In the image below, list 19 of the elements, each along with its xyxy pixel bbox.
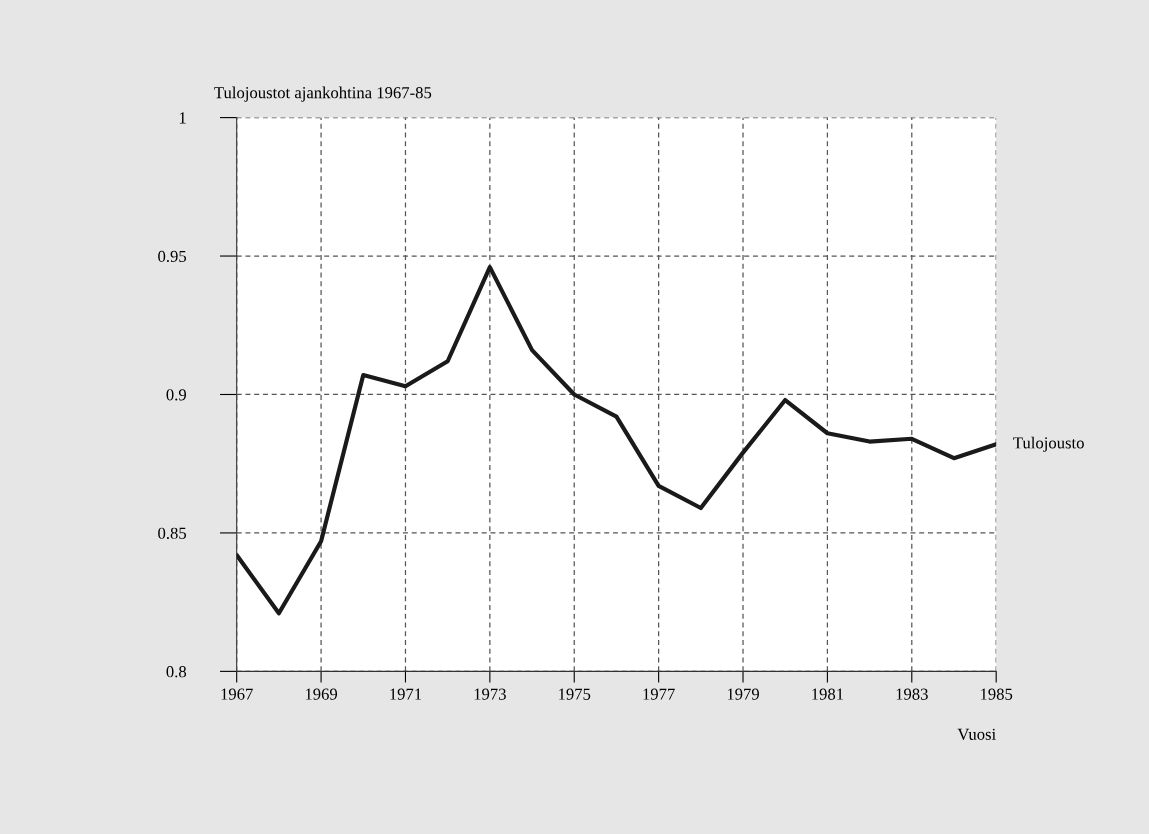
x-tick-label: 1967 [221, 688, 253, 700]
y-tick-label: 0.95 [158, 250, 187, 263]
x-tick-label: 1985 [980, 688, 1013, 700]
y-tick-label: 0.8 [166, 666, 187, 678]
x-tick-label: 1975 [559, 688, 591, 700]
x-tick-label: 1973 [474, 688, 506, 700]
x-tick-label: 1969 [305, 688, 338, 700]
x-tick-label: 1971 [390, 688, 422, 700]
x-tick-label: 1983 [896, 688, 928, 700]
y-tick-label: 0.85 [158, 527, 187, 539]
x-axis-title: Vuosi [957, 728, 996, 740]
y-tick-label: 0.9 [166, 389, 187, 401]
chart-title: Tulojoustot ajankohtina 1967-85 [214, 86, 432, 102]
x-tick-label: 1981 [812, 688, 844, 700]
x-tick-label: 1977 [643, 688, 675, 700]
x-tick-label: 1979 [727, 688, 759, 700]
line-series [236, 265, 997, 616]
y-tick-label: 1 [179, 112, 186, 124]
series-label: Tulojousto [1013, 436, 1084, 452]
